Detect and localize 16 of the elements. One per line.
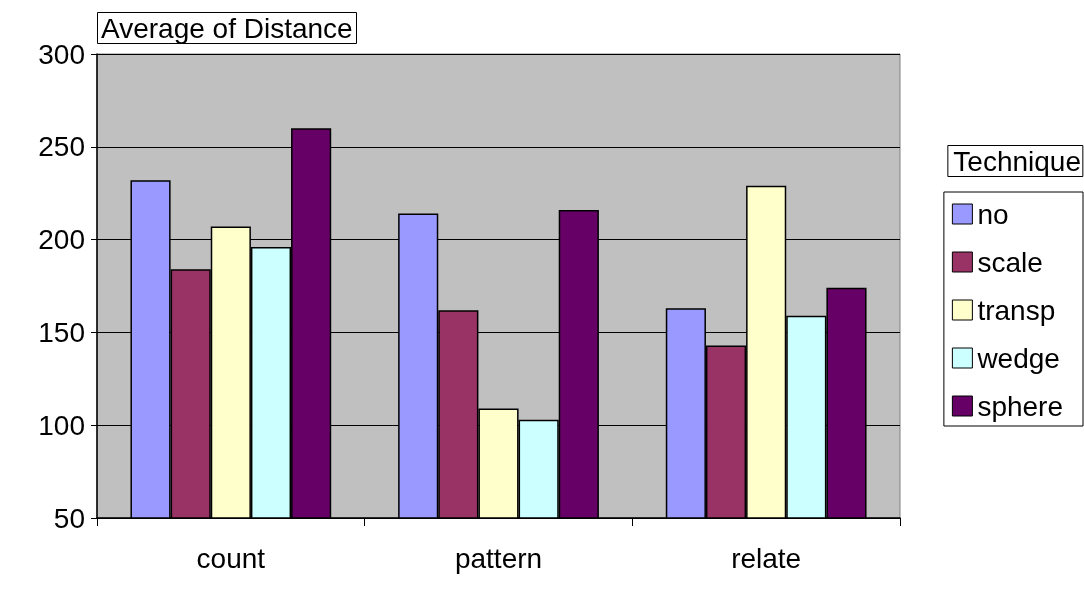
- x-tick-label: pattern: [454, 542, 543, 574]
- y-tick-label: 100: [38, 409, 85, 441]
- chart-title: Average of Distance: [101, 12, 353, 44]
- legend-label: wedge: [976, 342, 1060, 374]
- legend-label: scale: [977, 246, 1043, 278]
- x-tick-label: relate: [731, 542, 802, 574]
- y-tick-label: 300: [38, 38, 85, 70]
- legend-label: transp: [977, 294, 1056, 326]
- legend-label: sphere: [977, 390, 1064, 422]
- legend-label: no: [977, 198, 1009, 230]
- y-tick-label: 150: [38, 316, 85, 348]
- y-tick-label: 250: [38, 131, 85, 163]
- x-tick-label: count: [196, 542, 266, 574]
- legend-title: Technique: [953, 145, 1081, 177]
- y-tick-label: 50: [53, 502, 85, 534]
- y-tick-label: 200: [38, 224, 85, 256]
